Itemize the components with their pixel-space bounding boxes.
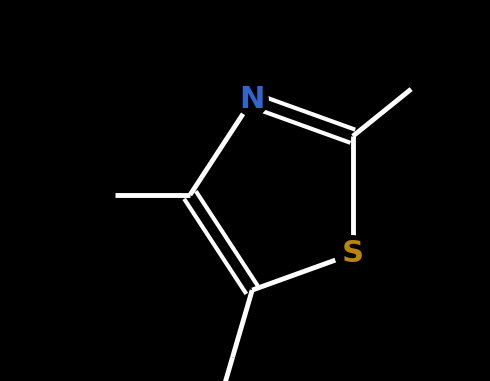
Circle shape <box>335 236 371 272</box>
Text: S: S <box>342 239 364 268</box>
Text: N: N <box>240 85 265 114</box>
Circle shape <box>236 84 268 116</box>
